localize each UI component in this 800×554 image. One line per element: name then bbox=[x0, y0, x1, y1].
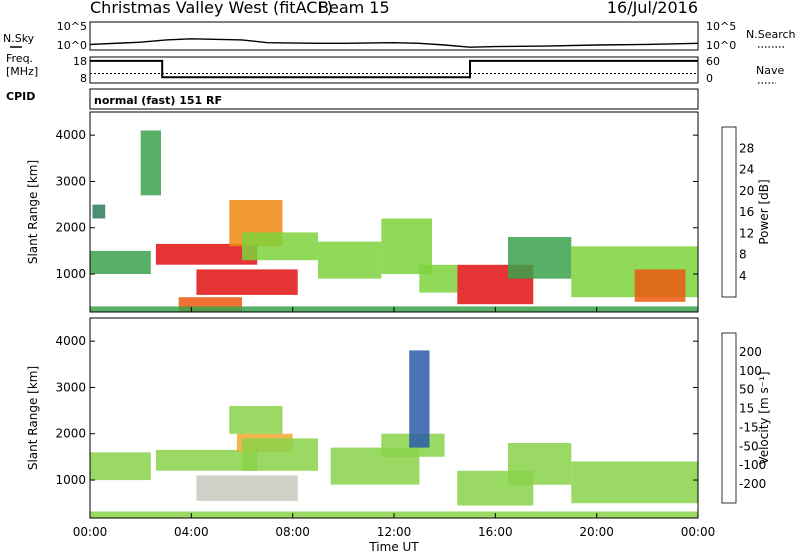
power-yticks-tick-label-3: 4000 bbox=[55, 128, 86, 142]
vel-region-8 bbox=[409, 350, 430, 448]
power-region-6 bbox=[92, 204, 106, 219]
power-region-14 bbox=[634, 269, 686, 302]
freq-label: Freq. bbox=[6, 52, 33, 65]
vel-yticks-tick-label-2: 3000 bbox=[55, 380, 86, 394]
power-region-8 bbox=[318, 241, 382, 279]
power-yticks-tick-label-2: 3000 bbox=[55, 174, 86, 188]
power-region-7 bbox=[140, 130, 161, 196]
nave-label: Nave bbox=[756, 64, 784, 77]
xlabel: Time UT bbox=[368, 540, 419, 554]
x-tick-label-1: 04:00 bbox=[174, 525, 209, 539]
power-cbar-frame bbox=[721, 126, 737, 298]
velocity-colorbar: 200 100 50 15 -15 -50 -100 -200 bbox=[721, 332, 766, 504]
vel-region-0 bbox=[155, 449, 258, 471]
velocity-colorbar-label: Velocity [m s⁻¹] bbox=[757, 371, 771, 464]
vel-cbar-tick-1: 100 bbox=[739, 364, 762, 378]
cpid-label: CPID bbox=[6, 90, 35, 103]
power-cbar-tick-0: 4 bbox=[739, 269, 747, 283]
power-cbar-tick-1: 8 bbox=[739, 248, 747, 262]
noise-tick-left-top: 10^5 bbox=[57, 20, 87, 33]
freq-unit: [MHz] bbox=[6, 65, 38, 78]
station-title: Christmas Valley West (fitACF) bbox=[90, 0, 333, 17]
freq-tick-left-bottom: 8 bbox=[80, 72, 87, 85]
x-tick-label-4: 16:00 bbox=[478, 525, 513, 539]
vel-region-5 bbox=[90, 452, 151, 481]
cpid-value: normal (fast) 151 RF bbox=[94, 94, 222, 107]
vel-cbar-tick-7: -200 bbox=[739, 477, 766, 491]
vel-region-4 bbox=[242, 438, 318, 471]
power-yticks-tick-label-1: 2000 bbox=[55, 221, 86, 235]
power-cbar-tick-4: 20 bbox=[739, 184, 754, 198]
power-region-4 bbox=[242, 232, 318, 261]
power-cbar-tick-6: 28 bbox=[739, 141, 754, 155]
vel-yticks-tick-label-0: 1000 bbox=[55, 473, 86, 487]
time-x-axis: 00:00 04:00 08:00 12:00 16:00 20:00 00:00 bbox=[73, 307, 716, 539]
date-label: 16/Jul/2016 bbox=[607, 0, 698, 17]
vel-yticks-tick-label-3: 4000 bbox=[55, 334, 86, 348]
x-tick-label-2: 08:00 bbox=[275, 525, 310, 539]
noise-tick-right-top: 10^5 bbox=[706, 20, 736, 33]
beam-label: Beam 15 bbox=[318, 0, 390, 17]
power-heatmap bbox=[90, 130, 698, 312]
velocity-heatmap bbox=[90, 350, 698, 518]
power-region-12 bbox=[508, 237, 572, 279]
vel-cbar-frame bbox=[721, 332, 737, 504]
power-cbar-tick-2: 12 bbox=[739, 226, 754, 240]
vel-cbar-tick-4: -15 bbox=[739, 420, 759, 434]
power-cbar-tick-3: 16 bbox=[739, 205, 754, 219]
vel-cbar-tick-0: 200 bbox=[739, 345, 762, 359]
cpid-panel bbox=[89, 88, 699, 110]
power-y-axis: 1000 2000 3000 4000 bbox=[55, 128, 698, 281]
vel-yticks-tick-label-1: 2000 bbox=[55, 427, 86, 441]
noise-tick-left-bottom: 10^0 bbox=[57, 39, 87, 52]
vel-cbar-tick-3: 15 bbox=[739, 402, 754, 416]
power-yticks-tick-label-0: 1000 bbox=[55, 267, 86, 281]
vel-region-10 bbox=[508, 443, 572, 485]
vel-cbar-tick-2: 50 bbox=[739, 383, 754, 397]
freq-tick-right-top: 60 bbox=[706, 55, 720, 68]
power-colorbar: 4 8 12 16 20 24 28 bbox=[721, 126, 754, 298]
nsky-label: N.Sky bbox=[3, 32, 35, 45]
x-tick-label-0: 00:00 bbox=[73, 525, 108, 539]
freq-series-line bbox=[90, 59, 698, 79]
freq-tick-right-bottom: 0 bbox=[706, 72, 713, 85]
vel-cbar-tick-6: -100 bbox=[739, 458, 766, 472]
power-region-5 bbox=[90, 250, 151, 274]
power-region-10 bbox=[419, 264, 458, 293]
power-colorbar-label: Power [dB] bbox=[757, 179, 771, 244]
x-tick-label-6: 00:00 bbox=[681, 525, 716, 539]
velocity-y-axis: 1000 2000 3000 4000 bbox=[55, 334, 698, 487]
power-cbar-tick-5: 24 bbox=[739, 163, 754, 177]
freq-panel bbox=[89, 56, 699, 84]
vel-region-1 bbox=[196, 475, 298, 501]
x-tick-label-3: 12:00 bbox=[377, 525, 412, 539]
vel-region-11 bbox=[571, 461, 698, 504]
power-ylabel: Slant Range [km] bbox=[26, 160, 40, 264]
power-region-0 bbox=[155, 243, 258, 265]
velocity-ylabel: Slant Range [km] bbox=[26, 366, 40, 470]
nsearch-label: N.Search bbox=[746, 28, 796, 41]
noise-tick-right-bottom: 10^0 bbox=[706, 39, 736, 52]
power-region-1 bbox=[196, 269, 298, 295]
freq-tick-left-top: 18 bbox=[73, 55, 87, 68]
nsky-series-line bbox=[89, 38, 699, 48]
vel-region-3 bbox=[229, 406, 283, 434]
noise-panel bbox=[89, 21, 699, 51]
vel-cbar-tick-5: -50 bbox=[739, 439, 759, 453]
x-tick-label-5: 20:00 bbox=[579, 525, 614, 539]
